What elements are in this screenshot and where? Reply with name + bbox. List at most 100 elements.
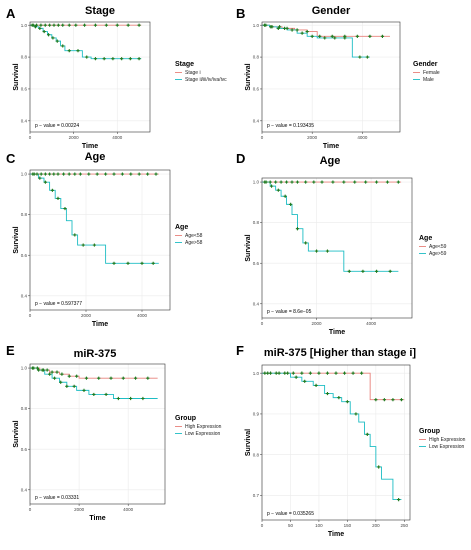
censor-mark <box>56 196 60 201</box>
censor-mark <box>109 376 113 380</box>
x-axis-title: Time <box>328 531 344 538</box>
censor-mark <box>374 180 379 184</box>
y-axis-title: Survival <box>13 63 20 90</box>
censor-mark <box>73 172 77 176</box>
censor-mark <box>133 376 138 380</box>
plot-area <box>30 364 165 504</box>
censor-mark <box>268 180 272 184</box>
censor-mark <box>43 23 47 27</box>
censor-mark <box>65 384 69 388</box>
censor-mark <box>62 172 66 176</box>
chart-panel-a: A Stage 0 2000 4000 0.4 0.6 0.8 1.0 Time Survival p… <box>6 5 227 150</box>
censor-mark <box>67 49 71 53</box>
censor-mark <box>81 243 85 247</box>
censor-mark <box>45 368 49 372</box>
y-tick-label: 0.6 <box>253 87 260 92</box>
plot-area <box>30 170 170 310</box>
panel-letter: C <box>6 151 16 166</box>
y-tick-label: 1.0 <box>253 23 260 28</box>
x-axis-title: Time <box>92 321 108 328</box>
x-tick-label: 0 <box>29 313 32 318</box>
legend-item-2: Low Expression <box>429 444 465 450</box>
censor-mark <box>312 180 316 184</box>
p-value-label: p − value = 0.035265 <box>267 511 314 517</box>
censor-mark <box>129 396 133 401</box>
censor-mark <box>334 371 338 375</box>
legend-item-1: Age<59 <box>429 244 447 250</box>
x-tick-label: 2000 <box>69 135 80 140</box>
censor-mark <box>333 36 337 40</box>
x-tick-label: 4000 <box>366 321 377 326</box>
censor-mark <box>38 176 42 180</box>
censor-mark <box>50 370 54 374</box>
censor-mark <box>112 261 116 265</box>
censor-mark <box>277 371 281 375</box>
censor-mark <box>330 34 334 38</box>
x-tick-label: 4000 <box>123 507 134 512</box>
legend-title: Age <box>175 224 188 231</box>
chart-title: Stage <box>85 5 115 17</box>
x-tick-label: 2000 <box>307 135 318 140</box>
censor-mark <box>61 23 65 27</box>
p-value-label: p − value = 0.597377 <box>35 301 82 307</box>
chart-panel-b: B Gender 0 2000 4000 0.4 0.6 0.8 1.0 Time Survival… <box>236 5 440 150</box>
censor-mark <box>137 172 141 176</box>
chart-title: Gender <box>312 5 351 17</box>
censor-mark <box>345 400 349 404</box>
x-tick-label: 0 <box>261 135 264 140</box>
censor-mark <box>82 388 86 392</box>
censor-mark <box>374 269 379 273</box>
legend-item-1: Female <box>423 70 440 76</box>
censor-mark <box>52 23 56 27</box>
legend-item-1: High Expression <box>429 437 466 443</box>
censor-mark <box>151 261 155 265</box>
censor-mark <box>290 28 294 32</box>
censor-mark <box>42 29 46 34</box>
x-tick-label: 200 <box>372 523 380 528</box>
censor-mark <box>295 227 300 231</box>
censor-mark <box>84 376 89 380</box>
x-tick-label: 0 <box>29 135 32 140</box>
y-axis-title: Survival <box>245 234 252 261</box>
chart-title: miR-375 [Higher than stage i] <box>264 347 417 359</box>
censor-mark <box>263 371 267 375</box>
plot-area <box>262 365 410 520</box>
censor-mark <box>61 44 65 48</box>
y-tick-label: 0.4 <box>21 487 28 492</box>
chart-title: Age <box>85 151 106 163</box>
censor-mark <box>120 172 124 176</box>
censor-mark <box>30 23 34 27</box>
panel-letter: F <box>236 343 244 358</box>
x-tick-label: 50 <box>288 523 294 528</box>
x-tick-label: 150 <box>344 523 352 528</box>
y-tick-label: 0.8 <box>253 55 260 60</box>
censor-mark <box>295 28 299 32</box>
y-tick-label: 1.0 <box>253 371 260 376</box>
censor-mark <box>92 243 96 247</box>
censor-mark <box>286 371 290 375</box>
censor-mark <box>264 180 268 184</box>
censor-mark <box>354 412 358 416</box>
censor-mark <box>111 57 115 61</box>
censor-mark <box>52 376 57 380</box>
y-tick-label: 0.6 <box>21 447 28 452</box>
censor-mark <box>361 269 365 273</box>
y-tick-label: 0.4 <box>21 118 28 123</box>
x-tick-label: 4000 <box>137 313 148 318</box>
censor-mark <box>82 23 87 27</box>
censor-mark <box>104 172 108 176</box>
censor-mark <box>67 172 71 176</box>
y-tick-label: 0.9 <box>253 412 260 417</box>
x-tick-label: 0 <box>29 507 32 512</box>
chart-panel-d: D Age 0 2000 4000 0.4 0.6 0.8 1.0 Time Survival p −… <box>236 151 447 336</box>
plot-frame <box>261 21 401 133</box>
y-tick-label: 0.8 <box>253 452 260 457</box>
censor-mark <box>60 372 64 376</box>
censor-mark <box>92 392 96 397</box>
x-axis-title: Time <box>329 329 345 336</box>
censor-mark <box>33 25 38 29</box>
legend-title: Stage <box>175 61 194 68</box>
censor-mark <box>39 172 43 176</box>
y-tick-label: 0.4 <box>253 301 260 306</box>
